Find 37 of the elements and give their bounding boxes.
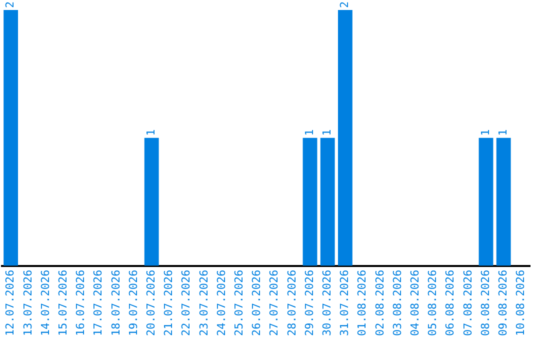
x-tick-label: 12.07.2026 — [4, 270, 17, 336]
x-tick-label: 28.07.2026 — [285, 270, 298, 336]
x-tick-label: 14.07.2026 — [38, 270, 52, 336]
data-label: 1 — [320, 129, 334, 136]
x-tick-label: 17.07.2026 — [92, 270, 105, 336]
x-tick-label: 08.08.2026 — [478, 270, 492, 336]
x-tick-label: 20.07.2026 — [144, 270, 158, 336]
x-tick-label: 26.07.2026 — [250, 270, 264, 336]
x-tick-label: 24.07.2026 — [214, 270, 228, 336]
x-tick-label: 04.08.2026 — [408, 270, 422, 336]
data-label: 2 — [338, 1, 352, 8]
data-label: 1 — [144, 129, 158, 136]
x-tick-label: 03.08.2026 — [390, 270, 404, 336]
data-label: 2 — [4, 1, 17, 8]
x-tick-label: 21.07.2026 — [162, 270, 176, 336]
x-tick-label: 15.07.2026 — [56, 270, 70, 336]
data-label: 1 — [478, 129, 492, 136]
x-tick-label: 10.08.2026 — [514, 270, 528, 336]
data-label: 1 — [496, 129, 510, 136]
x-tick-label: 06.08.2026 — [444, 270, 457, 336]
x-tick-label: 23.07.2026 — [197, 270, 210, 336]
x-tick-label: 25.07.2026 — [232, 270, 246, 336]
x-tick-label: 09.08.2026 — [496, 270, 510, 336]
x-tick-label: 27.07.2026 — [268, 270, 281, 336]
x-tick-label: 29.07.2026 — [302, 270, 316, 336]
x-tick-label: 01.08.2026 — [356, 270, 369, 336]
x-tick-label: 02.08.2026 — [373, 270, 386, 336]
x-tick-label: 05.08.2026 — [426, 270, 440, 336]
x-tick-label: 31.07.2026 — [338, 270, 352, 336]
x-tick-label: 18.07.2026 — [109, 270, 122, 336]
data-label: 1 — [302, 129, 316, 136]
x-tick-label: 19.07.2026 — [126, 270, 140, 336]
x-tick-label: 13.07.2026 — [21, 270, 34, 336]
x-tick-label: 16.07.2026 — [74, 270, 88, 336]
x-tick-label: 07.08.2026 — [461, 270, 474, 336]
x-tick-label: 30.07.2026 — [320, 270, 334, 336]
x-tick-label: 22.07.2026 — [180, 270, 193, 336]
